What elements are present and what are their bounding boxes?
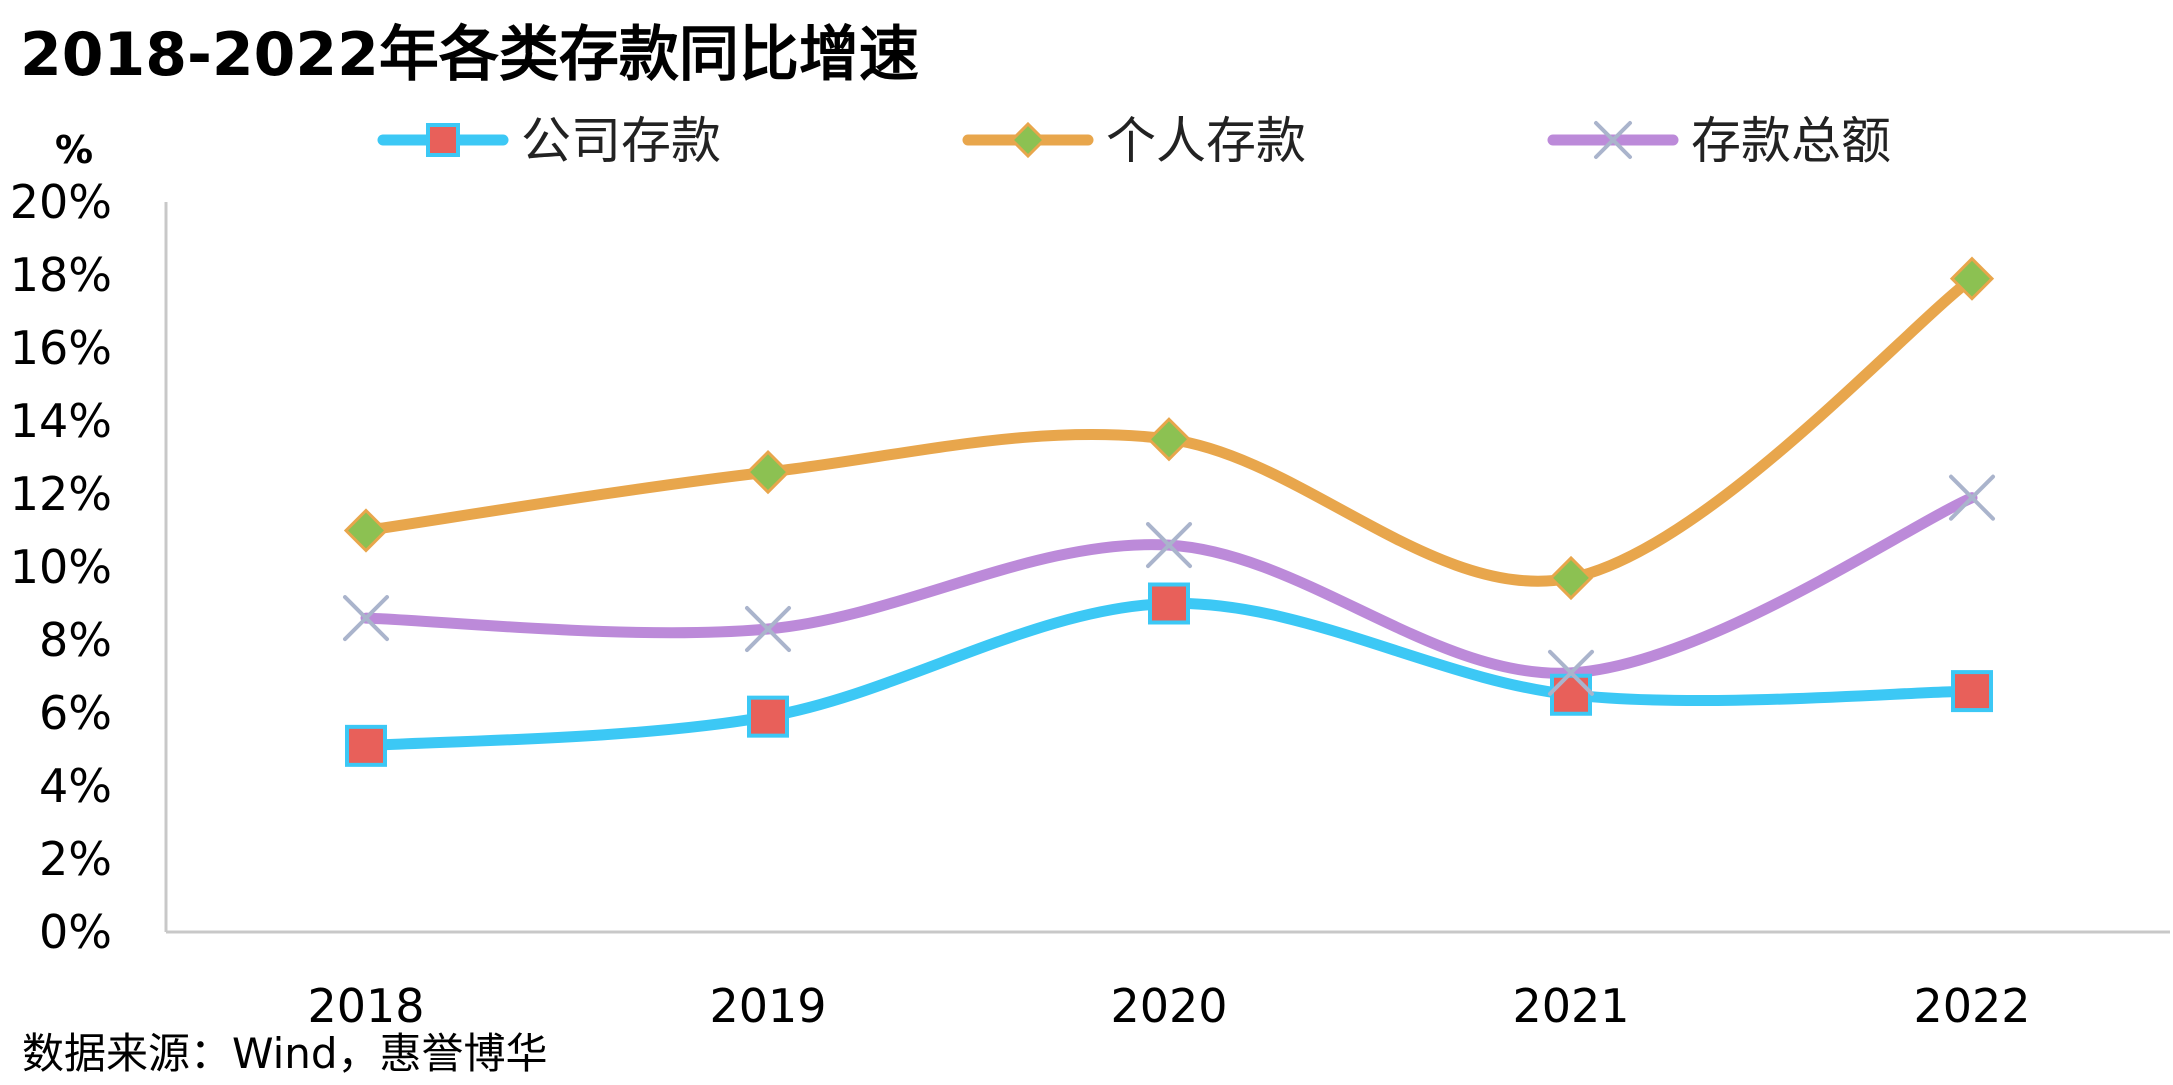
data-point-series-3 [745,606,791,653]
y-axis-unit: % [55,128,93,172]
legend-label: 存款总额 [1691,112,1891,170]
series-lines [360,273,1978,752]
chart-title: 2018-2022年各类存款同比增速 [20,20,919,90]
y-axis-ticks: 0% 2% 4% 6% 8% 10% 12% 14% 16% 18% 20% [10,175,112,959]
y-tick-label: 10% [10,540,112,594]
data-point-series-1 [1550,673,1592,716]
legend: 公司存款 个人存款 存款总额 [377,112,1891,170]
y-tick-label: 16% [10,321,112,375]
y-tick-label: 6% [39,686,112,740]
y-tick-label: 0% [39,905,112,959]
data-point-series-1 [1148,582,1190,625]
legend-item: 个人存款 [962,112,1306,170]
data-point-series-2 [1548,555,1594,601]
data-point-series-1 [747,695,789,738]
x-tick-label: 2021 [1512,979,1629,1033]
y-tick-label: 4% [39,759,112,813]
data-point-series-3 [1949,474,1995,521]
legend-label: 公司存款 [521,112,721,170]
source-note: 数据来源：Wind，惠誉博华 [22,1029,548,1078]
legend-marker [1009,121,1047,159]
data-point-series-1 [1951,670,1993,713]
y-tick-label: 2% [39,832,112,886]
data-point-series-2 [745,449,791,495]
x-tick-label: 2019 [709,979,826,1033]
data-point-series-1 [345,724,387,767]
x-tick-label: 2022 [1913,979,2030,1033]
series-markers [343,256,1995,767]
y-tick-label: 14% [10,394,112,448]
data-point-series-3 [1146,522,1192,569]
x-axis-ticks: 2018 2019 2020 2021 2022 [307,979,2030,1033]
legend-label: 个人存款 [1106,112,1306,170]
x-tick-label: 2018 [307,979,424,1033]
y-tick-label: 12% [10,467,112,521]
legend-marker [1594,121,1632,159]
data-point-series-2 [343,508,389,553]
data-point-series-2 [1146,417,1192,462]
legend-item: 存款总额 [1547,112,1891,170]
x-tick-label: 2020 [1110,979,1227,1033]
y-tick-label: 20% [10,175,112,229]
data-point-series-2 [1949,256,1995,301]
data-point-series-3 [343,595,389,642]
y-tick-label: 8% [39,613,112,667]
y-tick-label: 18% [10,248,112,302]
data-point-series-3 [1548,649,1594,696]
legend-marker [426,123,460,157]
legend-item: 公司存款 [377,112,721,170]
